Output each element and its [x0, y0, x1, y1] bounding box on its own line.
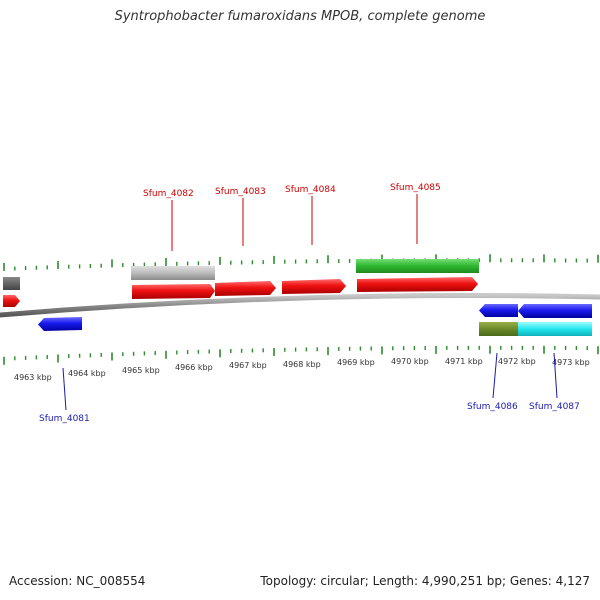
- gene-sfum-4087[interactable]: [518, 304, 592, 318]
- kbp-label: 4969 kbp: [337, 358, 375, 367]
- kbp-label: 4970 kbp: [391, 357, 429, 366]
- kbp-labels: 4963 kbp 4964 kbp 4965 kbp 4966 kbp 4967…: [14, 357, 590, 382]
- label-sfum-4082[interactable]: Sfum_4082: [143, 189, 194, 199]
- upper-tick-ruler: [3, 254, 599, 271]
- genome-backbone: [0, 292, 600, 318]
- lower-tick-ruler: [3, 345, 599, 365]
- label-sfum-4086[interactable]: Sfum_4086: [467, 402, 518, 412]
- kbp-label: 4973 kbp: [552, 358, 590, 367]
- accession-text: Accession: NC_008554: [9, 574, 146, 588]
- feature-green[interactable]: [356, 259, 479, 273]
- kbp-label: 4971 kbp: [445, 357, 483, 366]
- gene-sfum-4082[interactable]: [132, 284, 215, 299]
- gene-forward-edge[interactable]: [3, 295, 20, 307]
- leader-sfum-4086: [492, 352, 498, 399]
- forward-feature-track: [3, 259, 479, 290]
- reverse-strand-genes: [38, 304, 592, 331]
- label-leader-lines: [62, 194, 558, 411]
- gene-labels-top: Sfum_4082 Sfum_4083 Sfum_4084 Sfum_4085: [143, 183, 441, 199]
- gene-sfum-4083[interactable]: [215, 281, 276, 296]
- kbp-label: 4972 kbp: [498, 357, 536, 366]
- gene-sfum-4085[interactable]: [357, 277, 478, 292]
- forward-strand-genes: [3, 277, 478, 307]
- feature-olive[interactable]: [479, 322, 518, 336]
- feature-light-grey[interactable]: [131, 266, 215, 280]
- label-sfum-4081[interactable]: Sfum_4081: [39, 414, 90, 424]
- map-title: Syntrophobacter fumaroxidans MPOB, compl…: [114, 9, 486, 24]
- leader-sfum-4087: [553, 352, 558, 399]
- kbp-label: 4968 kbp: [283, 360, 321, 369]
- gene-sfum-4084[interactable]: [282, 279, 346, 294]
- kbp-label: 4967 kbp: [229, 361, 267, 370]
- label-sfum-4084[interactable]: Sfum_4084: [285, 185, 336, 195]
- label-sfum-4083[interactable]: Sfum_4083: [215, 187, 266, 197]
- reverse-feature-track: [479, 322, 592, 336]
- gene-sfum-4086[interactable]: [479, 304, 518, 317]
- kbp-label: 4965 kbp: [122, 366, 160, 375]
- gene-labels-bottom: Sfum_4081 Sfum_4086 Sfum_4087: [39, 402, 580, 424]
- kbp-label: 4966 kbp: [175, 363, 213, 372]
- kbp-label: 4964 kbp: [68, 369, 106, 378]
- genome-stats-text: Topology: circular; Length: 4,990,251 bp…: [260, 574, 590, 588]
- feature-cyan[interactable]: [518, 322, 592, 336]
- label-sfum-4087[interactable]: Sfum_4087: [529, 402, 580, 412]
- leader-sfum-4081: [62, 367, 67, 411]
- feature-dark-grey[interactable]: [3, 277, 20, 290]
- kbp-label: 4963 kbp: [14, 373, 52, 382]
- label-sfum-4085[interactable]: Sfum_4085: [390, 183, 441, 193]
- gene-sfum-4081[interactable]: [38, 317, 82, 331]
